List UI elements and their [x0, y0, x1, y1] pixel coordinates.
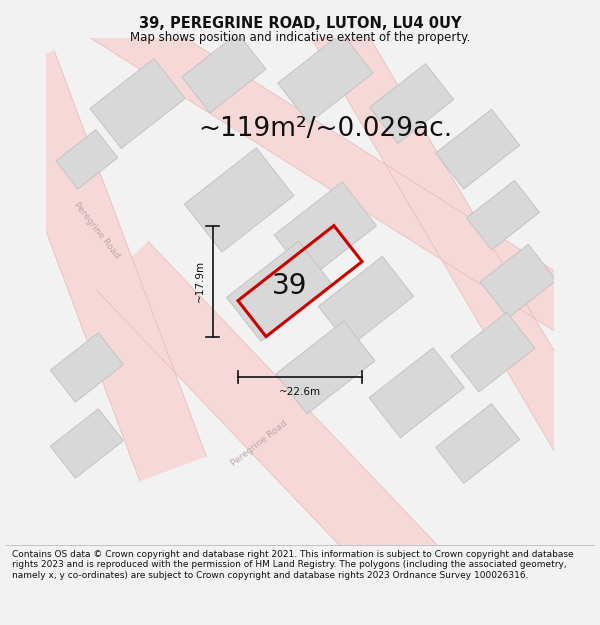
Polygon shape [369, 348, 464, 438]
Polygon shape [90, 59, 185, 149]
Polygon shape [56, 129, 118, 189]
Text: ~119m²/~0.029ac.: ~119m²/~0.029ac. [198, 116, 452, 142]
Text: 39: 39 [272, 272, 308, 300]
Polygon shape [304, 0, 600, 456]
Polygon shape [182, 33, 266, 113]
Text: Map shows position and indicative extent of the property.: Map shows position and indicative extent… [130, 31, 470, 44]
Polygon shape [480, 244, 556, 318]
Polygon shape [467, 181, 539, 250]
Text: ~22.6m: ~22.6m [279, 388, 321, 398]
Polygon shape [274, 182, 377, 279]
Text: ~17.9m: ~17.9m [195, 260, 205, 302]
Text: Contains OS data © Crown copyright and database right 2021. This information is : Contains OS data © Crown copyright and d… [12, 550, 574, 580]
Polygon shape [370, 64, 454, 143]
Polygon shape [227, 241, 333, 341]
Text: Peregrine Road: Peregrine Road [230, 419, 289, 468]
Polygon shape [50, 332, 124, 402]
Text: Peregrine Road: Peregrine Road [72, 201, 122, 260]
Polygon shape [451, 312, 535, 392]
Polygon shape [50, 409, 124, 478]
Polygon shape [97, 241, 452, 610]
Polygon shape [276, 321, 375, 414]
Polygon shape [278, 33, 373, 123]
Text: 39, PEREGRINE ROAD, LUTON, LU4 0UY: 39, PEREGRINE ROAD, LUTON, LU4 0UY [139, 16, 461, 31]
Polygon shape [436, 109, 520, 189]
Polygon shape [83, 0, 593, 338]
Polygon shape [319, 256, 413, 346]
Polygon shape [0, 51, 206, 481]
Polygon shape [436, 404, 520, 483]
Polygon shape [184, 148, 294, 252]
